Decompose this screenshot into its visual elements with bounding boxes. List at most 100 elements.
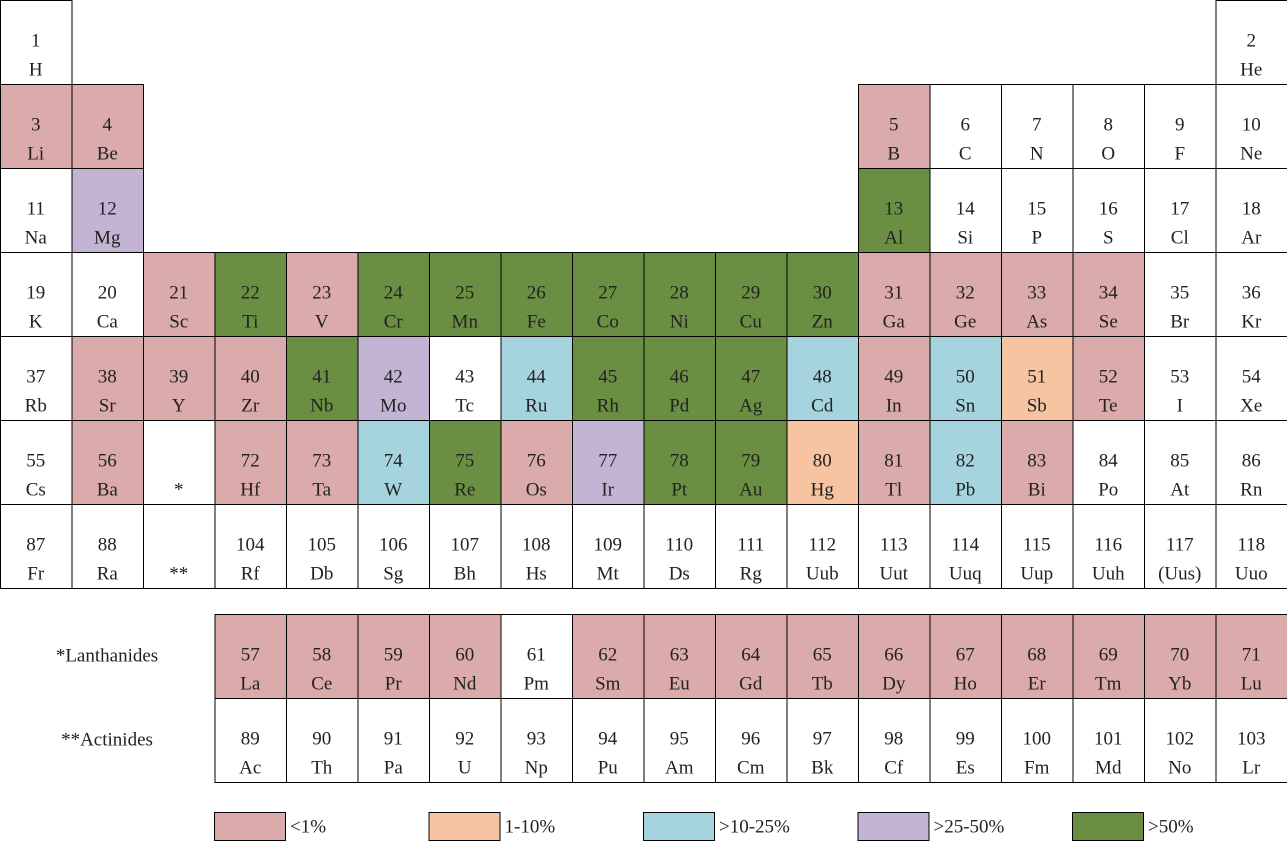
- element-cell: [929, 252, 1002, 337]
- element-symbol: Y: [172, 395, 186, 416]
- element-cell: [858, 420, 931, 505]
- element-cell: [715, 614, 788, 699]
- atomic-number: 2: [1247, 30, 1257, 51]
- element-cell: [0, 252, 73, 337]
- atomic-number: 75: [455, 450, 474, 471]
- element-cell: [71, 420, 144, 505]
- atomic-number: 55: [26, 450, 45, 471]
- atomic-number: 65: [813, 644, 832, 665]
- legend-swatch: [1072, 812, 1144, 841]
- element-symbol: Gd: [739, 673, 763, 694]
- element-symbol: Kr: [1241, 311, 1262, 332]
- atomic-number: 66: [884, 644, 903, 665]
- atomic-number: 57: [241, 644, 260, 665]
- element-cell: [1001, 84, 1074, 169]
- element-cell: [929, 168, 1002, 253]
- element-cell: [1215, 698, 1287, 783]
- atomic-number: 52: [1099, 366, 1118, 387]
- atomic-number: 101: [1094, 728, 1123, 749]
- element-symbol: Es: [956, 757, 975, 778]
- atomic-number: 29: [741, 282, 760, 303]
- element-symbol: Se: [1099, 311, 1118, 332]
- element-cell: [1144, 504, 1217, 589]
- element-symbol: Sc: [169, 311, 188, 332]
- legend-label: >50%: [1148, 816, 1194, 837]
- element-cell: [1072, 336, 1145, 421]
- element-cell: [357, 420, 430, 505]
- atomic-number: 62: [598, 644, 617, 665]
- element-symbol: Yb: [1168, 673, 1191, 694]
- element-symbol: Bk: [811, 757, 834, 778]
- element-cell: [1072, 504, 1145, 589]
- atomic-number: 114: [951, 534, 979, 555]
- element-cell: [1215, 420, 1287, 505]
- element-symbol: He: [1240, 59, 1262, 80]
- atomic-number: 85: [1170, 450, 1189, 471]
- atomic-number: 28: [670, 282, 689, 303]
- atomic-number: 48: [813, 366, 832, 387]
- element-symbol: La: [240, 673, 261, 694]
- element-symbol: Ta: [312, 479, 331, 500]
- atomic-number: 8: [1104, 114, 1114, 135]
- atomic-number: 99: [956, 728, 975, 749]
- element-cell: [0, 336, 73, 421]
- element-symbol: Th: [311, 757, 333, 778]
- atomic-number: 38: [98, 366, 117, 387]
- atomic-number: 1: [31, 30, 41, 51]
- atomic-number: 27: [598, 282, 617, 303]
- element-symbol: No: [1168, 757, 1191, 778]
- element-cell: [357, 614, 430, 699]
- atomic-number: 68: [1027, 644, 1046, 665]
- atomic-number: 35: [1170, 282, 1189, 303]
- element-symbol: Nb: [310, 395, 333, 416]
- element-symbol: Mo: [380, 395, 406, 416]
- element-symbol: Uup: [1020, 563, 1053, 584]
- atomic-number: 92: [455, 728, 474, 749]
- element-cell: [1144, 614, 1217, 699]
- atomic-number: 39: [169, 366, 188, 387]
- element-symbol: Pt: [671, 479, 688, 500]
- element-symbol: Xe: [1240, 395, 1262, 416]
- atomic-number: 109: [594, 534, 623, 555]
- element-symbol: Np: [525, 757, 548, 778]
- legend-swatch: [857, 812, 930, 841]
- element-symbol: Md: [1095, 757, 1122, 778]
- atomic-number: 17: [1170, 198, 1189, 219]
- element-cell: [572, 504, 645, 589]
- atomic-number: 42: [384, 366, 403, 387]
- atomic-number: 58: [312, 644, 331, 665]
- element-symbol: O: [1101, 143, 1115, 164]
- element-cell: [929, 698, 1002, 783]
- element-cell: [1072, 168, 1145, 253]
- element-symbol: Ir: [601, 479, 614, 500]
- element-cell: [715, 698, 788, 783]
- element-cell: [429, 420, 502, 505]
- atomic-number: 40: [241, 366, 260, 387]
- element-symbol: Re: [454, 479, 475, 500]
- atomic-number: 87: [26, 534, 45, 555]
- element-cell: [929, 84, 1002, 169]
- element-symbol: Ag: [739, 395, 763, 416]
- element-symbol: Al: [884, 227, 903, 248]
- element-cell: [214, 336, 287, 421]
- element-symbol: Au: [739, 479, 763, 500]
- atomic-number: 4: [103, 114, 113, 135]
- element-symbol: Cm: [737, 757, 765, 778]
- legend-label: >10-25%: [719, 816, 790, 837]
- atomic-number: 88: [98, 534, 117, 555]
- element-symbol: Ac: [239, 757, 261, 778]
- element-cell: [286, 504, 359, 589]
- element-cell: [429, 336, 502, 421]
- element-symbol: Cr: [384, 311, 404, 332]
- element-symbol: Pu: [598, 757, 619, 778]
- element-cell: [500, 420, 573, 505]
- element-cell: [929, 614, 1002, 699]
- element-symbol: Ba: [97, 479, 119, 500]
- element-symbol: Er: [1028, 673, 1047, 694]
- element-cell: [357, 336, 430, 421]
- element-symbol: N: [1030, 143, 1044, 164]
- element-symbol: Cl: [1171, 227, 1189, 248]
- element-cell: [500, 698, 573, 783]
- element-symbol: Ca: [97, 311, 119, 332]
- atomic-number: 110: [665, 534, 693, 555]
